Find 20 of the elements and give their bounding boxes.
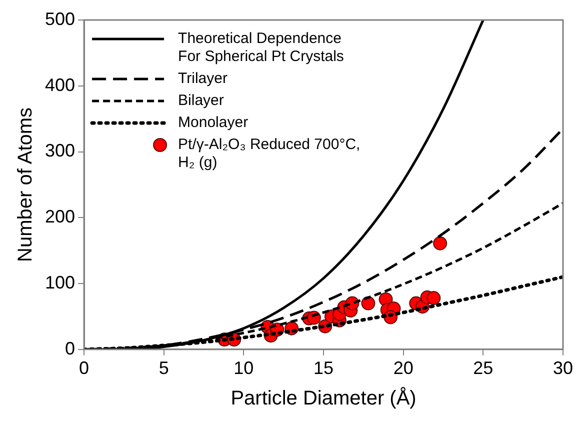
y-tick-label: 500 — [44, 8, 76, 29]
y-tick-label: 300 — [44, 140, 76, 161]
x-tick-label: 5 — [158, 358, 169, 378]
legend-label: Bilayer — [178, 92, 224, 110]
y-tick-label: 400 — [44, 74, 76, 95]
legend-label: Pt/γ-Al₂O₃ Reduced 700°C, H₂ (g) — [178, 136, 360, 172]
x-tick-label: 10 — [234, 358, 254, 378]
y-tick-label: 100 — [44, 272, 76, 292]
x-tick-label: 15 — [314, 358, 334, 378]
legend-label: Theoretical Dependence For Spherical Pt Crystals — [178, 30, 344, 66]
legend-label: Monolayer — [178, 114, 248, 132]
legend-label: Trilayer — [178, 70, 228, 88]
x-tick-label: 20 — [393, 358, 414, 378]
y-axis-title: Number of Atoms — [14, 107, 37, 262]
x-tick-label: 25 — [473, 358, 494, 378]
x-axis-title: Particle Diameter (Å) — [230, 386, 416, 410]
x-tick-label: 30 — [552, 358, 574, 378]
y-tick-label: 0 — [65, 338, 76, 358]
x-tick-label: 0 — [79, 358, 90, 378]
y-tick-label: 200 — [44, 206, 76, 227]
